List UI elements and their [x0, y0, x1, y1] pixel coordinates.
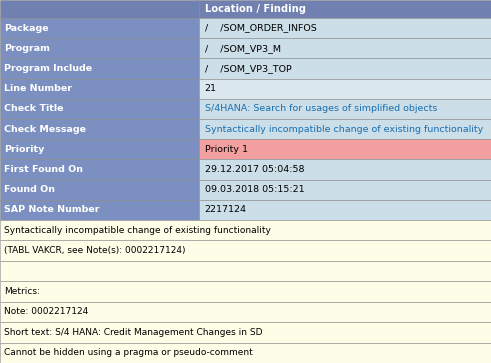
Text: Program: Program — [4, 44, 50, 53]
Text: Syntactically incompatible change of existing functionality: Syntactically incompatible change of exi… — [205, 125, 483, 134]
Text: Location / Finding: Location / Finding — [205, 4, 306, 14]
Text: 2217124: 2217124 — [205, 205, 247, 215]
Bar — [0, 119, 199, 139]
Text: 21: 21 — [205, 84, 217, 93]
Text: /    /SOM_ORDER_INFOS: / /SOM_ORDER_INFOS — [205, 24, 317, 33]
Bar — [0, 0, 199, 18]
Text: S/4HANA: Search for usages of simplified objects: S/4HANA: Search for usages of simplified… — [205, 105, 437, 113]
Bar — [0, 139, 199, 159]
Bar — [0, 322, 491, 343]
Bar — [0, 200, 199, 220]
Text: Check Message: Check Message — [4, 125, 86, 134]
Bar — [0, 159, 199, 180]
Text: 29.12.2017 05:04:58: 29.12.2017 05:04:58 — [205, 165, 304, 174]
Bar — [0, 99, 199, 119]
Text: Note: 0002217124: Note: 0002217124 — [4, 307, 88, 317]
Text: Check Title: Check Title — [4, 105, 63, 113]
Text: Metrics:: Metrics: — [4, 287, 40, 296]
Bar — [0, 180, 199, 200]
Bar — [0, 79, 199, 99]
Bar — [0, 58, 199, 79]
Bar — [0, 302, 491, 322]
Bar — [0, 240, 491, 261]
Bar — [0, 281, 491, 302]
Text: Line Number: Line Number — [4, 84, 72, 93]
Bar — [199, 119, 491, 139]
Bar — [199, 159, 491, 180]
Text: Program Include: Program Include — [4, 64, 92, 73]
Bar — [0, 261, 491, 281]
Text: Short text: S/4 HANA: Credit Management Changes in SD: Short text: S/4 HANA: Credit Management … — [4, 328, 262, 337]
Text: Syntactically incompatible change of existing functionality: Syntactically incompatible change of exi… — [4, 226, 271, 235]
Text: SAP Note Number: SAP Note Number — [4, 205, 100, 215]
Text: /    /SOM_VP3_M: / /SOM_VP3_M — [205, 44, 281, 53]
Bar — [0, 343, 491, 363]
Bar — [199, 200, 491, 220]
Bar — [0, 18, 199, 38]
Bar — [199, 79, 491, 99]
Text: Package: Package — [4, 24, 49, 33]
Bar — [199, 139, 491, 159]
Bar — [199, 18, 491, 38]
Bar — [199, 0, 491, 18]
Bar — [0, 220, 491, 240]
Text: First Found On: First Found On — [4, 165, 83, 174]
Bar — [199, 180, 491, 200]
Text: /    /SOM_VP3_TOP: / /SOM_VP3_TOP — [205, 64, 292, 73]
Text: Found On: Found On — [4, 185, 55, 194]
Text: 09.03.2018 05:15:21: 09.03.2018 05:15:21 — [205, 185, 304, 194]
Bar — [199, 99, 491, 119]
Text: Priority 1: Priority 1 — [205, 145, 248, 154]
Bar — [199, 38, 491, 58]
Text: Cannot be hidden using a pragma or pseudo-comment: Cannot be hidden using a pragma or pseud… — [4, 348, 253, 357]
Text: (TABL VAKCR, see Note(s): 0002217124): (TABL VAKCR, see Note(s): 0002217124) — [4, 246, 186, 255]
Bar — [0, 38, 199, 58]
Text: Priority: Priority — [4, 145, 44, 154]
Bar — [199, 58, 491, 79]
